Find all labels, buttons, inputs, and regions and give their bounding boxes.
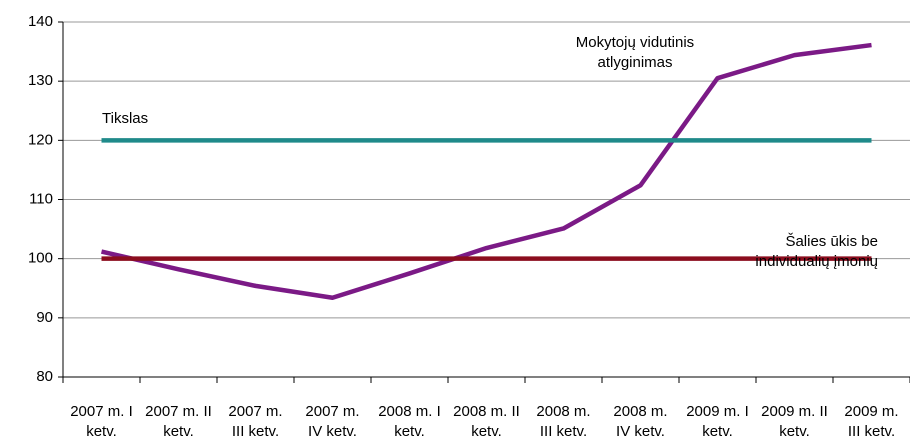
- x-tick-label: 2007 m. III ketv.: [228, 403, 283, 440]
- x-tick-label: 2009 m. III ketv.: [844, 403, 899, 440]
- series-label: Mokytojų vidutinis atlyginimas: [575, 34, 695, 71]
- series-label: Šalies ūkis be individualių įmonių: [755, 233, 878, 270]
- x-tick-label: 2007 m. II ketv.: [145, 403, 212, 440]
- x-tick-label: 2009 m. II ketv.: [761, 403, 828, 440]
- series-label: Tikslas: [102, 110, 149, 127]
- x-tick-label: 2009 m. I ketv.: [686, 403, 749, 440]
- x-tick-label: 2007 m. I ketv.: [70, 403, 133, 440]
- y-tick-label: 100: [28, 250, 53, 267]
- x-tick-label: 2008 m. IV ketv.: [613, 403, 668, 440]
- x-tick-label: 2008 m. I ketv.: [378, 403, 441, 440]
- x-tick-label: 2008 m. II ketv.: [453, 403, 520, 440]
- y-tick-label: 140: [28, 13, 53, 30]
- x-tick-label: 2007 m. IV ketv.: [305, 403, 360, 440]
- series-line: [100, 42, 872, 300]
- x-tick-label: 2008 m. III ketv.: [536, 403, 591, 440]
- y-tick-label: 90: [36, 309, 53, 326]
- y-tick-label: 80: [36, 368, 53, 385]
- y-tick-label: 130: [28, 72, 53, 89]
- y-tick-label: 110: [29, 190, 53, 207]
- y-tick-label: 120: [28, 131, 53, 148]
